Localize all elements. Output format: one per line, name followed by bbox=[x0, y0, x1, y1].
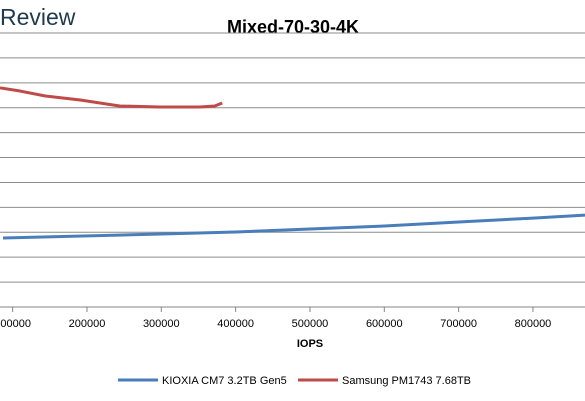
brand: Review bbox=[0, 4, 76, 30]
chart-title: Mixed-70-30-4K bbox=[227, 17, 359, 37]
x-tick-label: 200000 bbox=[69, 318, 106, 330]
x-tick-label: 800000 bbox=[515, 318, 552, 330]
x-tick-label: 300000 bbox=[143, 318, 180, 330]
x-tick-label: 600000 bbox=[366, 318, 403, 330]
x-axis-label: IOPS bbox=[297, 338, 323, 350]
series-line bbox=[0, 86, 223, 109]
x-tick-label: 100000 bbox=[0, 318, 31, 330]
x-tick-label: 400000 bbox=[217, 318, 254, 330]
x-tick-label: 500000 bbox=[292, 318, 329, 330]
legend-label: Samsung PM1743 7.68TB bbox=[342, 375, 471, 387]
series-line bbox=[2, 213, 585, 240]
legend-label: KIOXIA CM7 3.2TB Gen5 bbox=[162, 375, 287, 387]
x-tick-label: 700000 bbox=[440, 318, 477, 330]
